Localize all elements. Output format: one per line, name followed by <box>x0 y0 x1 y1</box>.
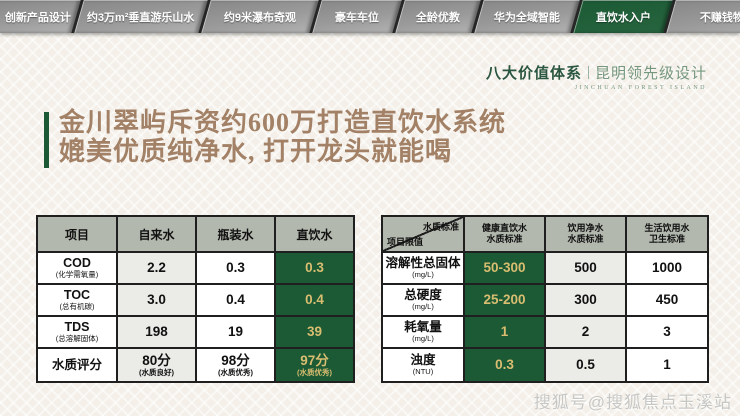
diagonal-corner-cell: 水质标准 项目限值 <box>383 217 463 251</box>
table-cell: 198 <box>118 317 195 347</box>
nav-tab-label: 创新产品设计 <box>4 11 71 24</box>
brand-header: 八大价值体系 昆明领先级设计 JINCHUAN FOREST ISLAND <box>486 62 707 91</box>
table-cell: 3.0 <box>118 285 195 315</box>
nav-tab-label: 全龄优教 <box>416 11 460 24</box>
sohu-watermark: 搜狐号@搜狐焦点玉溪站 <box>533 393 732 412</box>
row-label: 溶解性总固体 (mg/L) <box>383 253 463 283</box>
nav-tab-label: 豪车车位 <box>335 11 379 24</box>
table-cell: 0.4 <box>197 285 274 315</box>
nav-tab-label: 约9米瀑布奇观 <box>223 11 297 24</box>
row-label: COD (化学需氧量) <box>38 253 116 283</box>
column-header: 饮用净水 水质标准 <box>546 217 625 251</box>
column-header: 项目 <box>38 217 116 251</box>
table-cell: 2 <box>546 317 625 347</box>
water-standards-table: 水质标准 项目限值 健康直饮水 水质标准 饮用净水 水质标准 生活饮用水 卫生标准 溶… <box>381 215 709 383</box>
table-cell-highlight: 50-300 <box>465 253 544 283</box>
column-header: 直饮水 <box>276 217 353 251</box>
nav-tab-innovative-product-design[interactable]: 创新产品设计 <box>0 0 81 33</box>
brand-divider <box>587 66 589 79</box>
brand-design-label: 昆明领先级设计 <box>594 66 707 82</box>
table-cell: 500 <box>546 253 625 283</box>
table-cell: 19 <box>197 317 274 347</box>
nav-tab-huawei-smart[interactable]: 华为全域智能 <box>474 0 580 33</box>
nav-tab-direct-drinking-water[interactable]: 直饮水入户 <box>573 0 673 33</box>
row-label: TDS (总溶解固体) <box>38 317 116 347</box>
table-cell-highlight: 97分 (水质优秀) <box>276 349 353 381</box>
table-cell: 300 <box>546 285 625 315</box>
row-label: 耗氧量 (mg/L) <box>383 317 463 347</box>
top-nav: 创新产品设计 约3万m²垂直游乐山水 约9米瀑布奇观 豪车车位 全龄优教 华为全… <box>0 0 740 33</box>
table-cell-highlight: 0.4 <box>276 285 353 315</box>
nav-tab-label: 直饮水入户 <box>595 11 651 24</box>
headline-accent-bar <box>44 112 49 168</box>
headline-line1: 金川翠屿斥资约600万打造直饮水系统 <box>59 108 507 137</box>
nav-tab-nonprofit-property[interactable]: 不赚钱物业 <box>666 0 740 33</box>
brand-value-system-label: 八大价值体系 <box>485 66 582 82</box>
nav-tab-label: 华为全域智能 <box>494 11 560 24</box>
nav-tab-label: 约3万m²垂直游乐山水 <box>87 11 195 24</box>
table-cell: 1000 <box>627 253 707 283</box>
row-label: 水质评分 <box>38 349 116 381</box>
table-cell-highlight: 0.3 <box>276 253 353 283</box>
table-cell-highlight: 25-200 <box>465 285 544 315</box>
table-cell: 80分 (水质良好) <box>118 349 195 381</box>
column-header: 自来水 <box>118 217 195 251</box>
row-label: 总硬度 (mg/L) <box>383 285 463 315</box>
nav-tab-label: 不赚钱物业 <box>699 11 740 24</box>
table-cell: 98分 (水质优秀) <box>197 349 274 381</box>
nav-tab-vertical-landscape[interactable]: 约3万m²垂直游乐山水 <box>74 0 208 33</box>
table-cell: 450 <box>627 285 707 315</box>
table-cell: 0.3 <box>197 253 274 283</box>
nav-tab-waterfall[interactable]: 约9米瀑布奇观 <box>201 0 319 33</box>
table-cell: 1 <box>627 349 707 381</box>
table-cell-highlight: 1 <box>465 317 544 347</box>
table-cell: 3 <box>627 317 707 347</box>
water-comparison-table: 项目 自来水 瓶装水 直饮水 COD (化学需氧量) 2.2 0.3 0.3 TO… <box>36 215 355 383</box>
nav-tab-parking[interactable]: 豪车车位 <box>312 0 402 33</box>
column-header: 生活饮用水 卫生标准 <box>627 217 707 251</box>
column-header: 健康直饮水 水质标准 <box>465 217 544 251</box>
table-cell: 2.2 <box>118 253 195 283</box>
table-cell-highlight: 39 <box>276 317 353 347</box>
row-label: 浊度 (NTU) <box>383 349 463 381</box>
column-header: 瓶装水 <box>197 217 274 251</box>
nav-tab-education[interactable]: 全龄优教 <box>395 0 481 33</box>
headline-line2: 媲美优质纯净水, 打开龙头就能喝 <box>59 137 453 166</box>
headline: 金川翠屿斥资约600万打造直饮水系统 媲美优质纯净水, 打开龙头就能喝 <box>44 108 506 168</box>
brand-subtitle: JINCHUAN FOREST ISLAND <box>574 85 707 91</box>
row-label: TOC (总有机碳) <box>38 285 116 315</box>
table-cell: 0.5 <box>546 349 625 381</box>
table-cell-highlight: 0.3 <box>465 349 544 381</box>
